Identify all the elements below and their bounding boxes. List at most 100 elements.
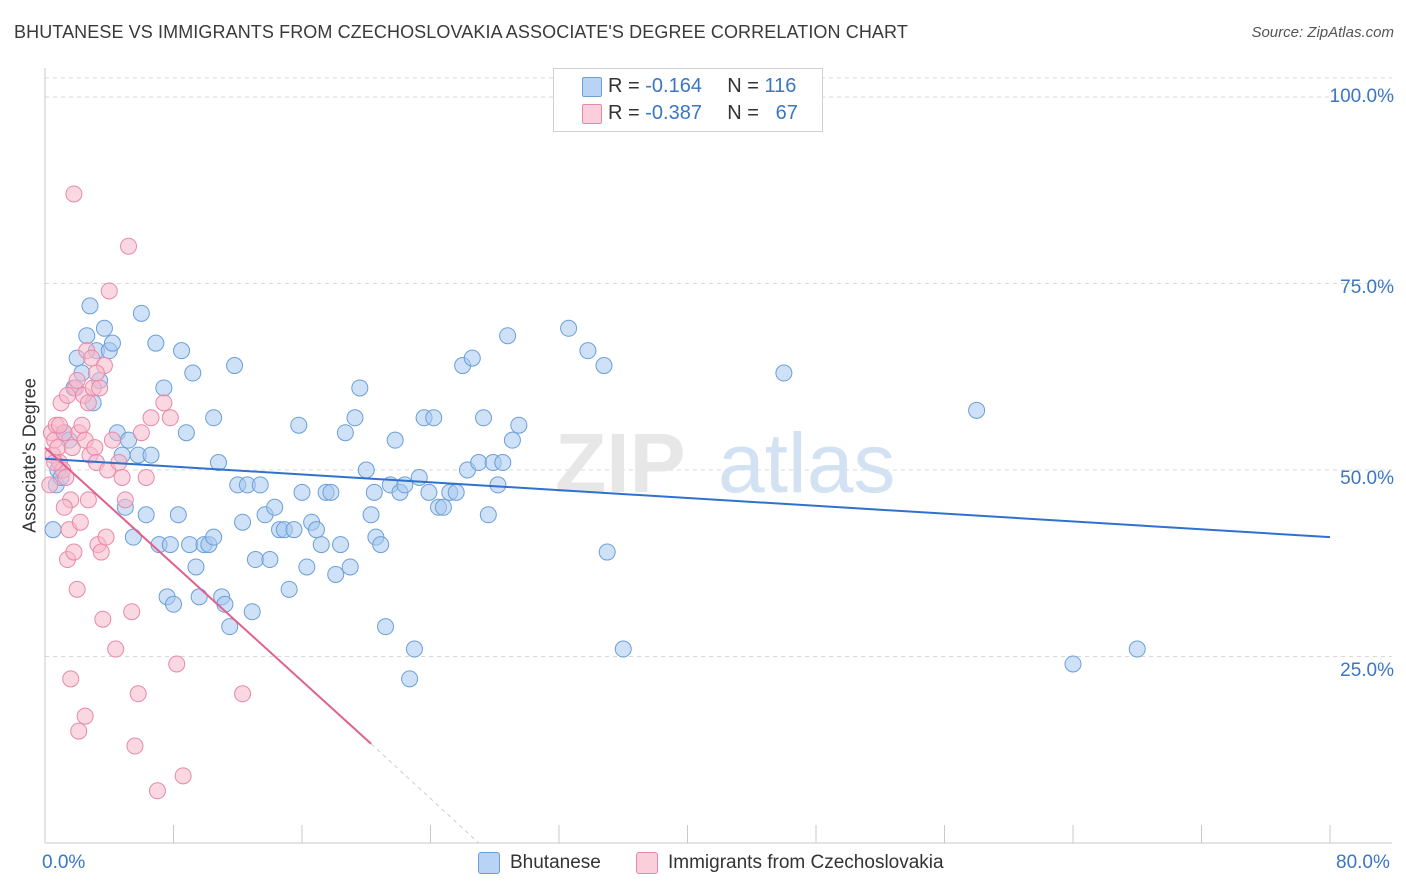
data-point-bhutanese [401, 670, 419, 688]
data-point-bhutanese [1064, 655, 1082, 673]
data-point-czechoslovakia [76, 707, 94, 725]
data-point-bhutanese [190, 588, 208, 606]
data-point-czechoslovakia [116, 491, 134, 509]
data-point-bhutanese [336, 424, 354, 442]
data-point-bhutanese [346, 409, 364, 427]
data-point-bhutanese [169, 506, 187, 524]
data-point-bhutanese [420, 483, 438, 501]
data-point-bhutanese [494, 454, 512, 472]
data-point-czechoslovakia [50, 416, 68, 434]
data-point-bhutanese [447, 483, 465, 501]
legend-r-value: -0.164 [645, 74, 702, 97]
data-point-bhutanese [147, 334, 165, 352]
legend-r-label: R = [608, 74, 640, 97]
data-point-bhutanese [595, 357, 613, 375]
data-point-bhutanese [579, 342, 597, 360]
legend-n-label: N = [727, 101, 759, 124]
data-point-bhutanese [1128, 640, 1146, 658]
data-point-bhutanese [365, 483, 383, 501]
data-point-czechoslovakia [41, 476, 59, 494]
trend-lines [44, 446, 1331, 844]
data-point-czechoslovakia [65, 185, 83, 203]
data-point-czechoslovakia [155, 394, 173, 412]
data-point-bhutanese [290, 416, 308, 434]
data-point-bhutanese [410, 468, 428, 486]
data-point-czechoslovakia [79, 491, 97, 509]
data-point-bhutanese [327, 565, 345, 583]
data-point-bhutanese [209, 454, 227, 472]
bottom-legend-swatch-blue [478, 852, 500, 874]
data-point-bhutanese [205, 528, 223, 546]
data-point-bhutanese [161, 536, 179, 554]
data-point-bhutanese [405, 640, 423, 658]
data-point-bhutanese [243, 603, 261, 621]
data-point-bhutanese [205, 409, 223, 427]
data-point-czechoslovakia [70, 722, 88, 740]
data-point-bhutanese [124, 528, 142, 546]
data-point-bhutanese [44, 521, 62, 539]
data-point-bhutanese [298, 558, 316, 576]
bottom-legend-label: Bhutanese [510, 852, 601, 873]
trend-line-bhutanese [44, 457, 1331, 539]
trend-line-czechoslovakia [44, 446, 372, 745]
data-point-czechoslovakia [126, 737, 144, 755]
data-point-bhutanese [499, 327, 517, 345]
data-point-czechoslovakia [68, 580, 86, 598]
data-point-bhutanese [372, 536, 390, 554]
legend-row-bhutanese: R = -0.164 N = 116 [582, 73, 796, 99]
data-point-czechoslovakia [71, 513, 89, 531]
data-point-bhutanese [173, 342, 191, 360]
trend-extension-czechoslovakia [370, 743, 480, 844]
data-point-czechoslovakia [129, 685, 147, 703]
data-point-czechoslovakia [100, 282, 118, 300]
data-point-bhutanese [479, 506, 497, 524]
data-point-bhutanese [251, 476, 269, 494]
data-point-bhutanese [598, 543, 616, 561]
bottom-legend-label: Immigrants from Czechoslovakia [668, 852, 944, 873]
data-point-czechoslovakia [73, 416, 91, 434]
legend-n-label: N = [727, 74, 759, 97]
data-point-czechoslovakia [68, 371, 86, 389]
data-point-bhutanese [510, 416, 528, 434]
bottom-legend-bhutanese: Bhutanese [478, 852, 601, 874]
legend-n-value: 67 [775, 101, 798, 124]
correlation-legend: R = -0.164 N = 116 R = -0.387 N = 67 [553, 68, 823, 132]
data-point-bhutanese [221, 618, 239, 636]
data-point-bhutanese [470, 454, 488, 472]
data-point-czechoslovakia [103, 431, 121, 449]
grid-lines [45, 77, 1392, 657]
data-point-czechoslovakia [57, 468, 75, 486]
data-point-bhutanese [351, 379, 369, 397]
data-point-czechoslovakia [120, 237, 138, 255]
data-point-czechoslovakia [113, 468, 131, 486]
data-point-czechoslovakia [86, 439, 104, 457]
data-point-bhutanese [332, 536, 350, 554]
data-point-bhutanese [132, 304, 150, 322]
x-tick-label-min: 0.0% [42, 852, 86, 873]
data-point-bhutanese [341, 558, 359, 576]
data-point-czechoslovakia [234, 685, 252, 703]
data-point-bhutanese [293, 483, 311, 501]
data-point-czechoslovakia [168, 655, 186, 673]
series-bhutanese-points [44, 297, 1146, 688]
data-point-bhutanese [475, 409, 493, 427]
data-point-bhutanese [187, 558, 205, 576]
data-point-czechoslovakia [79, 394, 97, 412]
data-point-bhutanese [968, 401, 986, 419]
data-point-bhutanese [489, 476, 507, 494]
data-point-czechoslovakia [174, 767, 192, 785]
data-point-bhutanese [266, 498, 284, 516]
data-point-bhutanese [560, 319, 578, 337]
data-point-czechoslovakia [87, 364, 105, 382]
data-point-bhutanese [103, 334, 121, 352]
data-point-bhutanese [322, 483, 340, 501]
data-point-bhutanese [78, 327, 96, 345]
data-point-bhutanese [177, 424, 195, 442]
data-point-czechoslovakia [92, 543, 110, 561]
data-point-czechoslovakia [65, 543, 83, 561]
data-point-bhutanese [386, 431, 404, 449]
y-tick-label-75: 75.0% [1340, 277, 1394, 298]
y-tick-label-25: 25.0% [1340, 660, 1394, 681]
data-point-bhutanese [261, 551, 279, 569]
